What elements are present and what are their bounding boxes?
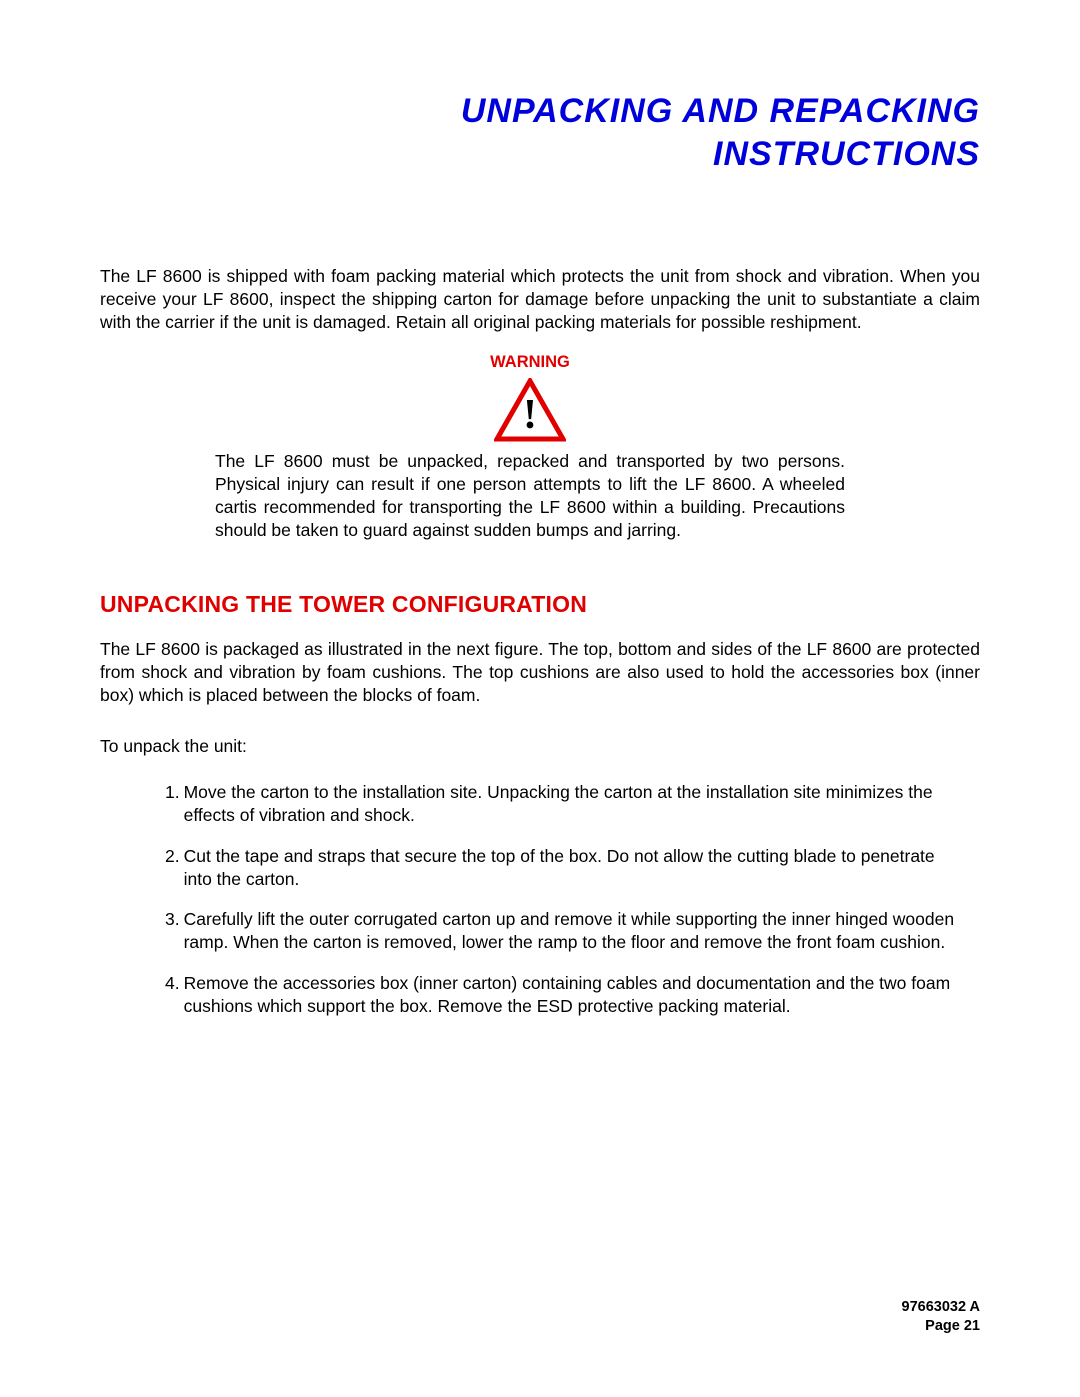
- item-number: 4.: [165, 972, 180, 1018]
- item-number: 1.: [165, 781, 180, 827]
- page-footer: 97663032 A Page 21: [902, 1298, 980, 1337]
- item-number: 2.: [165, 845, 180, 891]
- instruction-list: 1. Move the carton to the installation s…: [165, 781, 965, 1017]
- document-number: 97663032 A: [902, 1298, 980, 1318]
- title-line-2: INSTRUCTIONS: [713, 135, 980, 173]
- list-item: 3. Carefully lift the outer corrugated c…: [165, 908, 965, 954]
- section-header: UNPACKING THE TOWER CONFIGURATION: [100, 591, 980, 618]
- lead-in-text: To unpack the unit:: [100, 735, 980, 758]
- item-number: 3.: [165, 908, 180, 954]
- list-item: 2. Cut the tape and straps that secure t…: [165, 845, 965, 891]
- warning-section: WARNING ! The LF 8600 must be unpacked, …: [215, 353, 845, 541]
- title-line-1: UNPACKING AND REPACKING: [461, 92, 980, 130]
- item-text: Move the carton to the installation site…: [184, 781, 965, 827]
- page-number: Page 21: [902, 1317, 980, 1337]
- warning-label: WARNING: [215, 353, 845, 372]
- warning-triangle-icon: !: [494, 378, 566, 442]
- list-item: 4. Remove the accessories box (inner car…: [165, 972, 965, 1018]
- warning-text: The LF 8600 must be unpacked, repacked a…: [215, 450, 845, 541]
- item-text: Cut the tape and straps that secure the …: [184, 845, 965, 891]
- item-text: Carefully lift the outer corrugated cart…: [184, 908, 965, 954]
- section-intro: The LF 8600 is packaged as illustrated i…: [100, 638, 980, 706]
- page-title: UNPACKING AND REPACKING INSTRUCTIONS: [100, 90, 980, 175]
- svg-text:!: !: [523, 392, 537, 438]
- list-item: 1. Move the carton to the installation s…: [165, 781, 965, 827]
- intro-paragraph: The LF 8600 is shipped with foam packing…: [100, 265, 980, 333]
- item-text: Remove the accessories box (inner carton…: [184, 972, 965, 1018]
